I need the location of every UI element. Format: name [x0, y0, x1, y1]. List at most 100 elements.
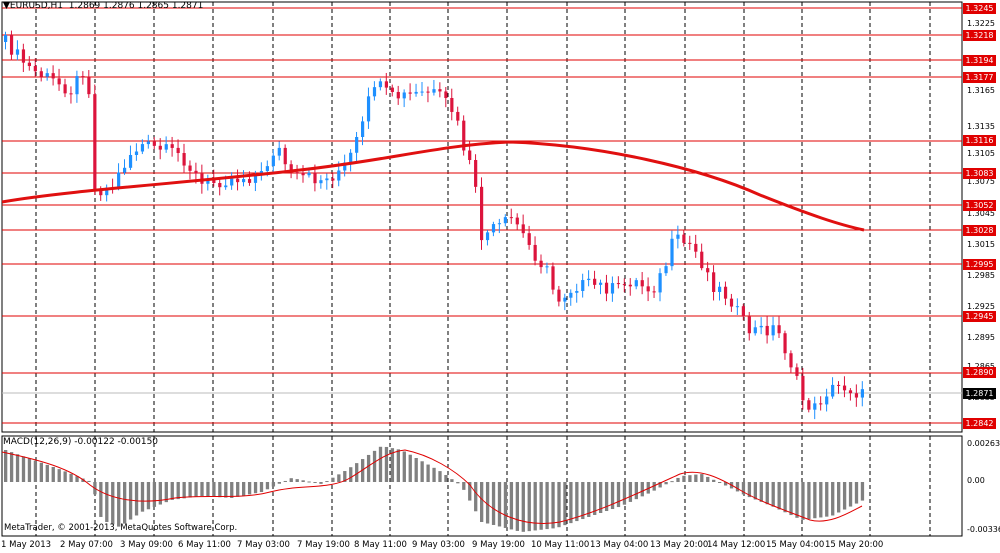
bear-candle: [152, 141, 156, 146]
macd-histogram-bar: [801, 482, 805, 520]
macd-signal-line: [1, 449, 863, 524]
level-price-tag: 1.2842: [963, 418, 996, 429]
bear-candle: [218, 183, 222, 188]
bear-candle: [557, 289, 561, 302]
bull-candle: [491, 224, 496, 233]
bear-candle: [509, 217, 513, 219]
macd-histogram-bar: [355, 463, 359, 482]
bear-candle: [301, 172, 305, 176]
bear-candle: [480, 186, 484, 241]
collapse-triangle-icon[interactable]: ▼: [3, 1, 10, 11]
bull-candle: [497, 223, 502, 225]
bear-candle: [450, 97, 454, 112]
bear-candle: [33, 66, 37, 72]
bull-candle: [271, 155, 275, 167]
level-price-tag: 1.3083: [963, 168, 996, 179]
bull-candle: [676, 234, 680, 239]
macd-histogram-bar: [152, 482, 157, 507]
bear-candle: [57, 78, 61, 85]
bull-candle: [265, 166, 269, 172]
bull-candle: [759, 325, 763, 328]
macd-histogram-bar: [527, 482, 531, 532]
price-tick: 1.3135: [967, 122, 995, 131]
bear-candle: [628, 284, 632, 287]
bull-candle: [420, 91, 424, 93]
bear-candle: [819, 403, 823, 405]
bear-candle: [539, 260, 543, 268]
macd-histogram-bar: [450, 479, 454, 482]
macd-histogram-bar: [117, 482, 121, 527]
bear-candle: [396, 91, 400, 99]
bull-candle: [587, 278, 591, 281]
bear-candle: [854, 393, 859, 398]
bear-candle: [694, 243, 698, 252]
macd-histogram-bar: [569, 482, 573, 524]
macd-tick: 0.00263: [967, 439, 1000, 448]
bull-candle: [15, 49, 20, 55]
time-axis-label: 9 May 03:00: [412, 540, 465, 550]
macd-histogram-bar: [134, 482, 139, 516]
macd-indicator-label[interactable]: MACD(12,26,9): [3, 437, 72, 447]
macd-histogram-bar: [295, 479, 299, 482]
macd-histogram-bar: [604, 482, 609, 512]
bull-candle: [361, 121, 365, 137]
bull-candle: [319, 180, 323, 184]
bull-candle: [277, 147, 281, 156]
macd-histogram-bar: [533, 482, 537, 531]
bear-candle: [313, 172, 317, 184]
macd-histogram-bar: [503, 482, 508, 528]
macd-histogram-bar: [854, 482, 859, 504]
time-axis-label: 10 May 11:00: [531, 540, 590, 550]
bear-candle: [444, 91, 448, 98]
macd-histogram-bar: [236, 482, 240, 497]
bear-candle: [426, 91, 430, 93]
time-axis-label: 13 May 20:00: [650, 540, 709, 550]
macd-histogram-bar: [218, 482, 222, 498]
bear-candle: [158, 145, 162, 150]
macd-histogram-bar: [307, 481, 311, 483]
macd-histogram-bar: [331, 477, 335, 482]
bull-candle: [599, 282, 603, 285]
macd-histogram-bar: [426, 464, 430, 482]
bull-candle: [105, 187, 109, 196]
level-price-tag: 1.3028: [963, 225, 996, 236]
macd-histogram-bar: [45, 464, 49, 482]
bear-candle: [789, 353, 793, 368]
macd-histogram-bar: [765, 482, 769, 505]
macd-histogram-bar: [718, 482, 722, 483]
macd-histogram-bar: [860, 482, 865, 501]
bear-candle: [99, 189, 103, 196]
bear-candle: [21, 49, 26, 63]
macd-tick: 0.00: [967, 476, 985, 485]
macd-histogram-bar: [676, 477, 680, 482]
macd-histogram-bar: [384, 446, 389, 482]
price-tick: 1.3015: [967, 240, 995, 249]
macd-histogram-bar: [402, 451, 406, 482]
bear-candle: [9, 35, 14, 55]
bear-candle: [807, 400, 811, 410]
price-tick: 1.3105: [967, 149, 995, 158]
price-tick: 1.2895: [967, 333, 995, 342]
macd-histogram-bar: [15, 454, 20, 482]
macd-values: -0.00122 -0.00150: [74, 437, 159, 447]
bull-candle: [670, 238, 674, 267]
bull-candle: [485, 232, 490, 241]
macd-histogram-bar: [337, 474, 341, 482]
macd-histogram-bar: [753, 482, 757, 500]
macd-histogram-bar: [158, 482, 162, 505]
bear-candle: [27, 62, 31, 67]
bear-candle: [604, 282, 609, 294]
macd-histogram-bar: [509, 482, 514, 530]
level-price-tag: 1.3218: [963, 30, 996, 41]
macd-histogram-bar: [521, 482, 525, 532]
macd-histogram-bar: [474, 482, 478, 512]
macd-histogram-bar: [253, 482, 258, 494]
macd-histogram-bar: [563, 482, 567, 526]
macd-histogram-bar: [831, 482, 835, 516]
bull-candle: [230, 178, 234, 186]
price-tick: 1.3045: [967, 209, 995, 218]
bull-candle: [658, 273, 662, 293]
macd-histogram-bar: [694, 474, 698, 482]
